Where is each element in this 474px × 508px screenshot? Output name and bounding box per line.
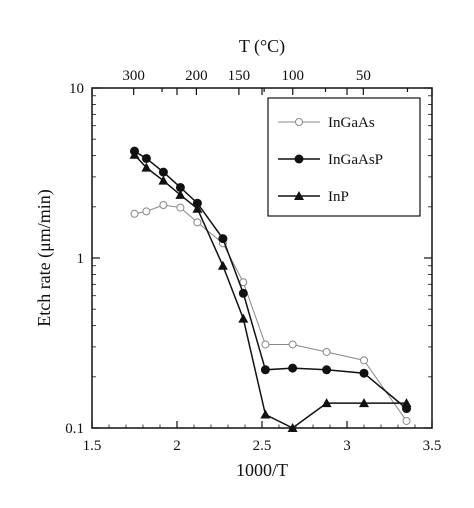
data-point-inp <box>359 398 369 408</box>
data-point-inp <box>321 398 332 408</box>
y-tick-label: 10 <box>69 81 84 97</box>
data-point-inp <box>141 162 152 172</box>
data-point-ingaas <box>176 203 185 212</box>
data-point-inp <box>238 313 249 323</box>
data-point-ingaasp <box>175 182 185 192</box>
data-point-ingaasp <box>158 167 168 177</box>
top-tick-label: 100 <box>282 68 305 84</box>
top-tick-label: 50 <box>356 68 371 84</box>
data-point-ingaas <box>360 356 368 365</box>
data-point-ingaas <box>193 218 202 227</box>
x-tick-label: 2 <box>173 438 181 454</box>
data-point-ingaasp <box>288 363 298 373</box>
data-point-inp <box>192 203 203 213</box>
series-line-inp <box>133 154 407 429</box>
data-point-inp <box>260 409 271 419</box>
data-point-inp <box>158 175 169 185</box>
legend-label-ingaasp: InGaAsP <box>328 152 383 168</box>
data-point-ingaas <box>159 201 168 210</box>
top-tick-label: 300 <box>122 68 145 84</box>
series-inp <box>129 149 412 432</box>
y-axis-title: Etch rate (μm/min) <box>34 189 55 327</box>
data-point-ingaas <box>402 416 411 425</box>
data-point-ingaasp <box>141 153 151 163</box>
data-point-ingaas <box>130 209 139 218</box>
data-point-ingaasp <box>192 198 202 208</box>
y-tick-label: 0.1 <box>65 421 84 437</box>
x-tick-label: 2.5 <box>253 438 272 454</box>
data-point-ingaasp <box>218 234 228 244</box>
series-ingaas <box>130 201 411 425</box>
data-point-ingaasp <box>359 368 369 378</box>
legend-marker <box>294 154 304 164</box>
legend: InGaAs InGaAsP InP <box>267 97 421 217</box>
data-point-inp <box>287 423 298 432</box>
legend-marker <box>294 191 304 200</box>
x-axis-title: 1000/T <box>236 460 288 480</box>
data-point-ingaas <box>261 340 270 349</box>
y-tick-label: 1 <box>77 251 85 267</box>
data-point-ingaas <box>322 347 331 356</box>
data-point-inp <box>129 149 140 159</box>
data-point-inp <box>401 398 412 408</box>
x-tick-label: 3 <box>343 438 351 454</box>
x-tick-label: 3.5 <box>423 438 442 454</box>
top-tick-label: 200 <box>185 68 208 84</box>
data-point-ingaas <box>288 340 297 349</box>
data-point-ingaas <box>142 207 151 216</box>
legend-marker <box>295 118 303 126</box>
top-axis-title: T (°C) <box>239 36 285 57</box>
data-point-inp <box>175 189 186 199</box>
x-tick-label: 1.5 <box>83 438 102 454</box>
data-point-inp <box>217 260 228 270</box>
data-point-ingaasp <box>322 365 332 375</box>
series-line-ingaas <box>134 204 407 422</box>
top-tick-label: 150 <box>228 68 251 84</box>
legend-label-ingaas: InGaAs <box>328 115 375 131</box>
series-ingaasp <box>130 146 411 414</box>
legend-label-inp: InP <box>328 189 349 205</box>
data-point-ingaasp <box>260 365 270 375</box>
data-point-ingaasp <box>238 288 248 298</box>
